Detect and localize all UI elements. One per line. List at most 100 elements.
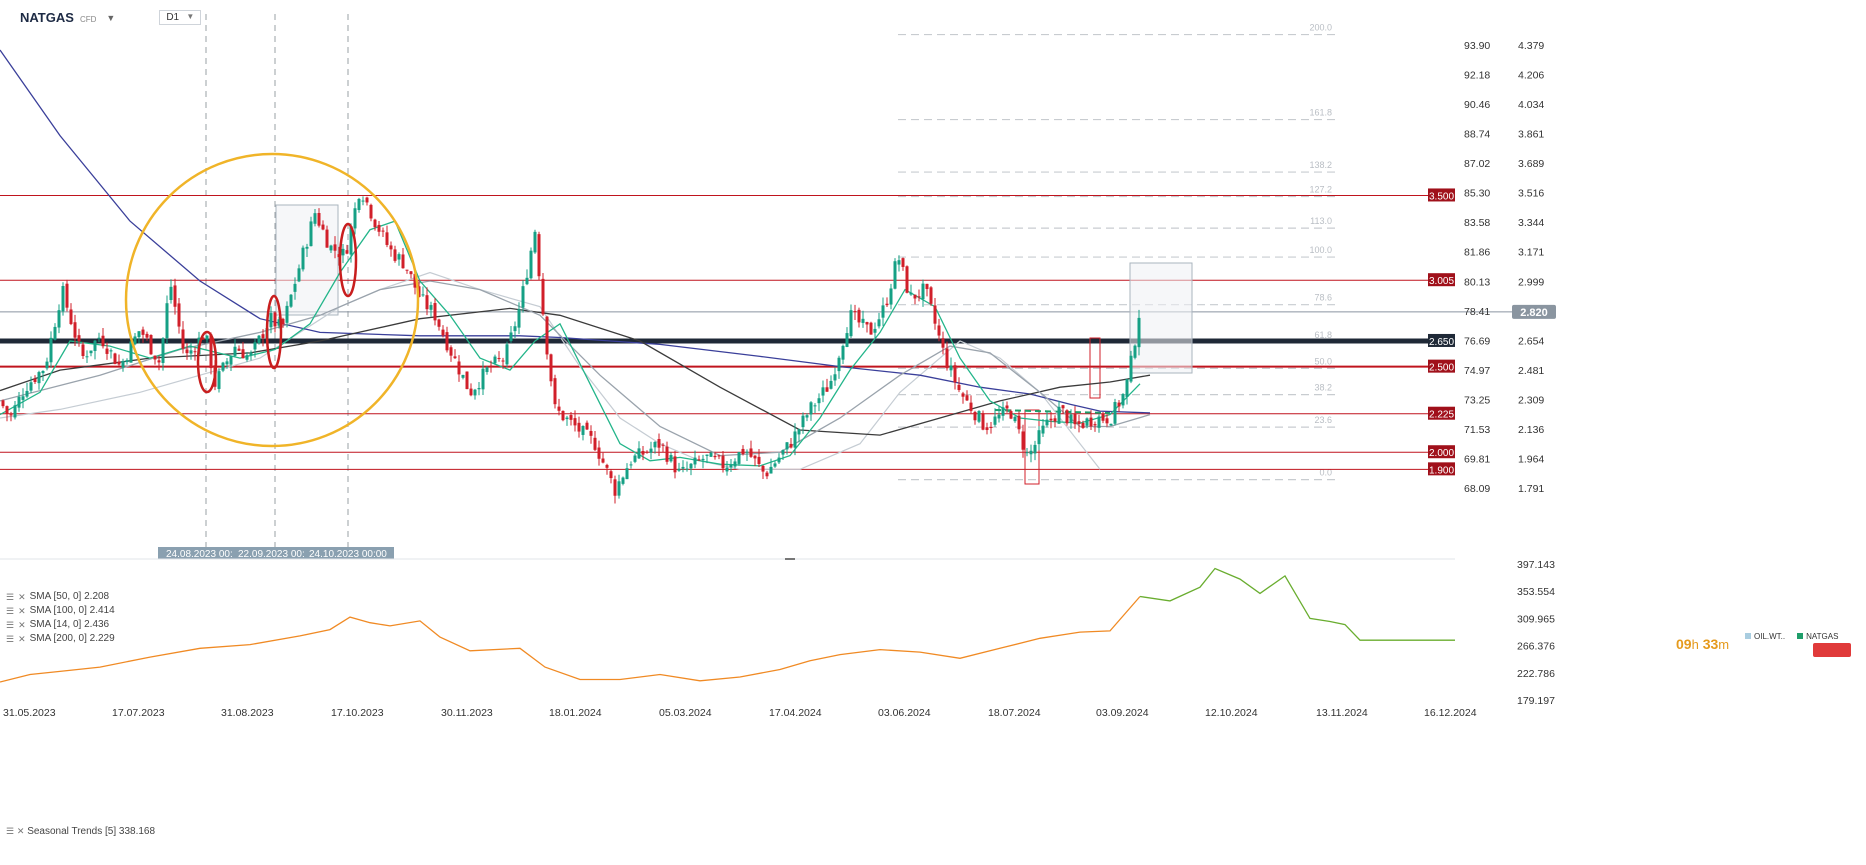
close-icon[interactable]: ✕ [18,606,26,616]
candle-body [425,295,429,310]
menu-icon[interactable]: ☰ [6,606,15,616]
candle-body [113,353,117,365]
fib-label: 38.2 [1314,383,1332,393]
candle-body [645,451,649,453]
close-icon[interactable]: ✕ [18,634,26,644]
candle-body [869,322,873,335]
candle-body [501,360,505,362]
candle-body [1105,418,1109,424]
menu-icon[interactable]: ☰ [6,592,15,602]
highlight-box [1024,409,1040,485]
level-tag [1428,273,1455,287]
candle-body [633,455,637,462]
candle-body [1077,421,1081,425]
seasonal-tick: 397.143 [1517,559,1555,571]
date-marker-label: 24.08.2023 00: [166,549,233,560]
menu-icon[interactable]: ☰ [6,620,15,630]
menu-icon[interactable]: ☰ [6,826,15,836]
price-tick-left: 85.30 [1464,188,1490,200]
fib-label: 23.6 [1314,415,1332,425]
candle-body [153,355,157,360]
price-tick-right: 2.309 [1518,394,1544,406]
candle-body [269,313,273,328]
candle-body [701,458,705,461]
chevron-down-icon[interactable]: ▼ [106,12,116,23]
fib-label: 138.2 [1309,160,1332,170]
candle-body [453,356,457,359]
candle-body [541,278,545,315]
level-tag [1428,359,1455,373]
candle-body [1037,430,1041,445]
candle-body [637,448,641,459]
indicator-row[interactable]: ☰ ✕ SMA [50, 0] 2.208 [6,590,115,604]
candle-body [45,361,49,369]
candle-body [745,451,749,453]
level-tag-label: 3.500 [1429,191,1454,202]
price-tick-left: 80.13 [1464,276,1490,288]
candle-body [57,310,61,328]
price-tick-right: 3.344 [1518,217,1544,229]
price-tick-right: 4.379 [1518,40,1544,52]
candle-body [817,398,821,404]
timeframe-select[interactable]: D1 ▼ [159,10,202,25]
candle-body [1013,416,1017,422]
price-tick-right: 4.206 [1518,70,1544,82]
indicator-row[interactable]: ☰ ✕ SMA [100, 0] 2.414 [6,604,115,618]
close-icon[interactable]: ✕ [16,826,25,836]
date-tick: 17.10.2023 [331,707,384,719]
candle-body [253,342,257,350]
candle-body [217,371,221,389]
candle-body [905,266,909,293]
candle-body [1093,424,1097,426]
sell-button[interactable] [1813,643,1851,657]
seasonal-tick: 353.554 [1517,586,1555,598]
candle-body [549,354,553,382]
candle-body [877,319,881,327]
candle-body [1029,450,1033,455]
candle-body [221,362,225,371]
candle-body [445,332,449,351]
candle-body [669,455,673,462]
candle-body [1021,431,1025,450]
close-icon[interactable]: ✕ [18,620,26,630]
menu-icon[interactable]: ☰ [6,634,15,644]
candle-body [1097,416,1101,428]
candle-body [285,305,289,323]
candle-body [1121,394,1125,406]
candle-body [613,479,617,496]
price-tick-right: 2.999 [1518,276,1544,288]
candle-body [629,464,633,466]
candle-body [457,361,461,375]
candle-body [109,350,113,352]
indicator-row[interactable]: ☰ ✕ SMA [200, 0] 2.229 [6,632,115,646]
compare-series-line [0,271,1101,470]
candle-body [105,348,109,354]
price-tick-left: 93.90 [1464,40,1490,52]
level-tag [1428,188,1455,202]
candle-body [557,406,561,411]
candle-body [249,352,253,356]
candle-body [1069,414,1073,423]
candle-body [81,344,85,357]
candle-body [569,415,573,420]
candle-body [157,360,161,363]
candle-body [1125,379,1129,397]
legend-item-natgas[interactable]: NATGAS [1797,632,1838,641]
candle-body [917,296,921,298]
date-tick: 03.06.2024 [878,707,931,719]
highlight-ellipse [265,294,283,370]
price-tick-left: 88.74 [1464,129,1490,141]
legend-item-oil[interactable]: OIL.WT.. [1745,632,1785,641]
symbol-name[interactable]: NATGAS [20,10,74,25]
highlight-box [1089,337,1101,399]
indicator-row[interactable]: ☰ ✕ SMA [14, 0] 2.436 [6,618,115,632]
candle-body [237,348,241,351]
close-icon[interactable]: ✕ [18,592,26,602]
candle-body [625,468,629,480]
candle-body [473,389,477,396]
price-tick-left: 73.25 [1464,394,1490,406]
level-tag [1428,333,1455,347]
candle-body [317,213,321,226]
candle-body [49,337,53,363]
